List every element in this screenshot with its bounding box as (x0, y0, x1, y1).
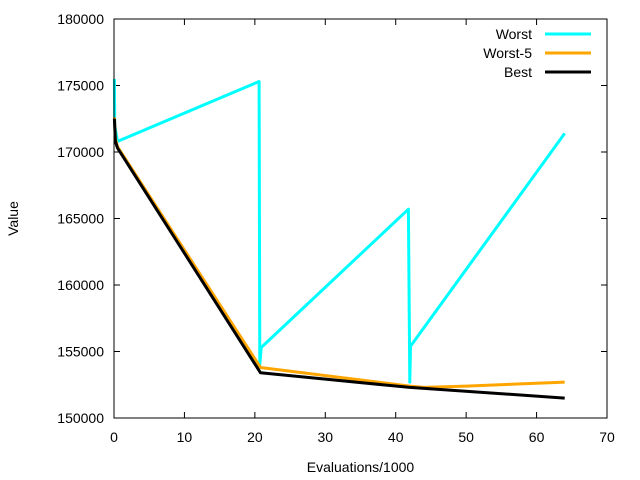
y-tick-label: 155000 (57, 344, 104, 360)
y-tick-label: 180000 (57, 11, 104, 27)
series-line-worst-5 (112, 117, 565, 389)
x-tick-label: 40 (388, 429, 404, 445)
legend-label-worst: Worst (496, 26, 532, 42)
legend-label-worst-5: Worst-5 (483, 45, 532, 61)
x-tick-label: 30 (317, 429, 333, 445)
x-tick-label: 0 (110, 429, 118, 445)
y-tick-label: 175000 (57, 78, 104, 94)
series-layer (112, 78, 566, 400)
y-tick-label: 150000 (57, 410, 104, 426)
axes: 0 10 20 30 40 50 60 70 150000 155000 160000 165000 1… (57, 11, 615, 445)
plot-frame (113, 18, 608, 419)
x-tick-label: 20 (247, 429, 263, 445)
series-line-best (112, 118, 565, 400)
x-tick-label: 10 (177, 429, 193, 445)
x-tick-label: 50 (458, 429, 474, 445)
x-tick-label: 70 (599, 429, 615, 445)
y-tick-label: 160000 (57, 277, 104, 293)
y-tick-label: 170000 (57, 144, 104, 160)
legend-label-best: Best (504, 64, 532, 80)
x-axis-title: Evaluations/1000 (307, 459, 415, 475)
y-axis-title: Value (5, 201, 21, 236)
x-tick-label: 60 (529, 429, 545, 445)
series-line-worst (112, 78, 566, 384)
y-tick-label: 165000 (57, 211, 104, 227)
legend: Worst Worst-5 Best (483, 26, 591, 80)
